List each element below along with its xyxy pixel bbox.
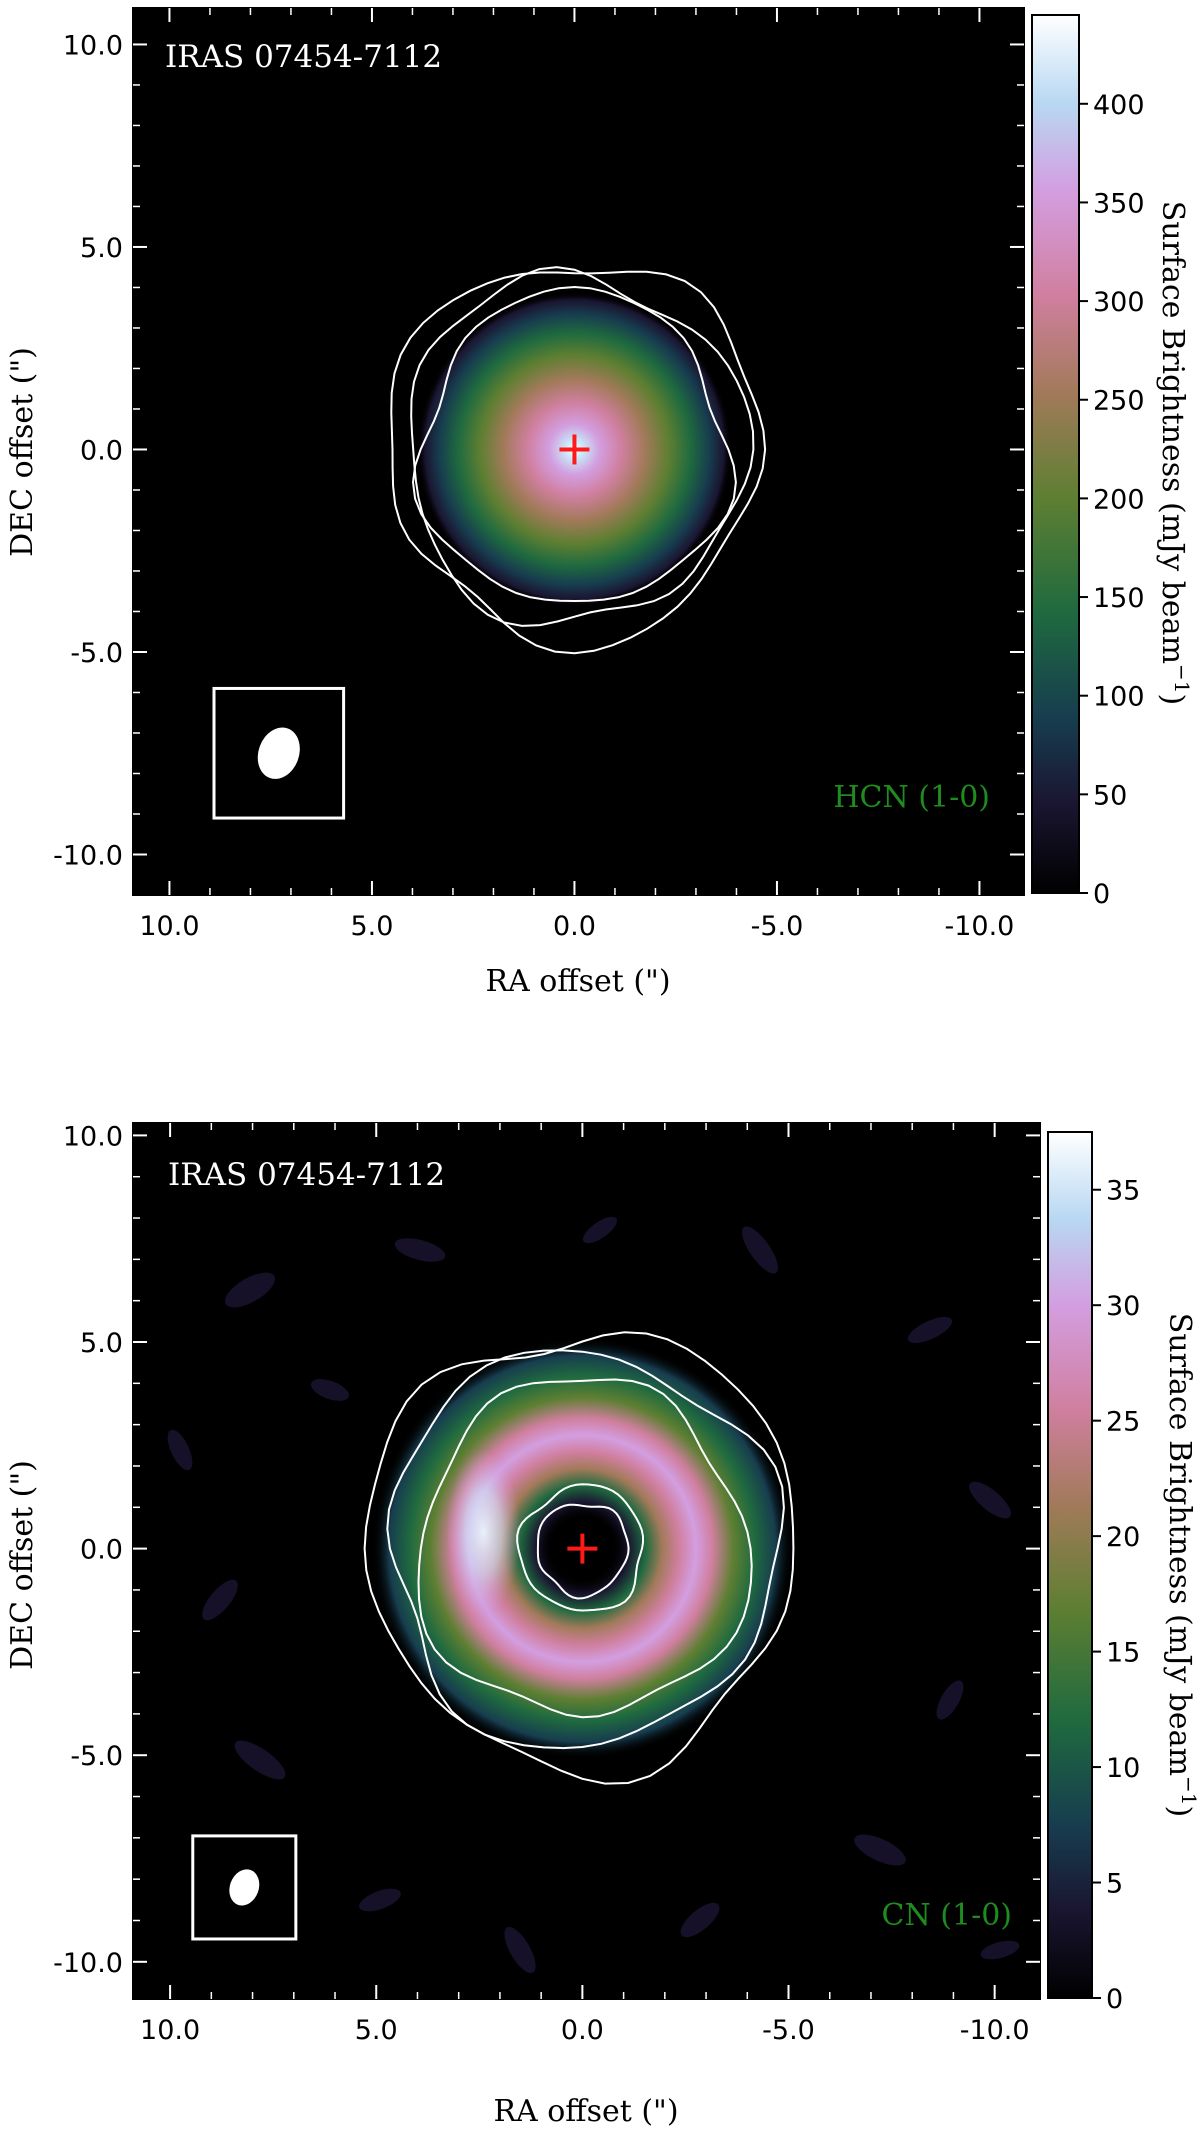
hcn-x-tick-label: 10.0 <box>139 911 199 942</box>
cn-y-tick-label: -5.0 <box>70 1741 123 1772</box>
cn-colorbar-ticks: 0 5 10 15 20 25 30 35 <box>1092 1176 1140 2015</box>
hcn-y-tick-label: 10.0 <box>63 30 123 61</box>
cn-x-ticks: 10.0 5.0 0.0 -5.0 -10.0 <box>140 1123 1030 2046</box>
cn-colorbar-title: Surface Brightness (mJy beam−1) <box>1162 1313 1200 1817</box>
cn-y-axis-title: DEC offset (") <box>5 1460 40 1670</box>
cn-colorbar-tick-label: 20 <box>1106 1522 1140 1553</box>
hcn-x-ticks: 10.0 5.0 0.0 -5.0 -10.0 <box>139 8 1014 942</box>
cn-contour <box>536 1503 630 1600</box>
hcn-panel: 10.0 5.0 0.0 -5.0 -10.0 10.05.00.0-5.0-10.0 … <box>5 7 1194 999</box>
cn-contour <box>417 1378 753 1719</box>
hcn-x-axis-title: RA offset (") <box>485 964 670 999</box>
hcn-contour <box>410 266 755 627</box>
hcn-x-tick-label: -5.0 <box>751 911 804 942</box>
hcn-beam-frame <box>212 686 346 820</box>
hcn-colorbar-tick-label: 400 <box>1093 90 1145 121</box>
hcn-colorbar-ticks: 0 50 100 150 200 250 300 350 400 <box>1079 90 1145 910</box>
hcn-x-tick-label: 0.0 <box>553 911 596 942</box>
cn-y-tick-label: 10.0 <box>63 1121 123 1152</box>
cn-emission-hotspot <box>446 1449 521 1615</box>
cn-panel: 10.0 5.0 0.0 -5.0 -10.0 10.05.00.0-5.0-10.0 … <box>5 1121 1200 2129</box>
hcn-contour <box>411 285 737 603</box>
hcn-beam-ellipse <box>257 727 300 779</box>
cn-x-tick-label: -5.0 <box>762 2015 815 2046</box>
cn-x-tick-label: -10.0 <box>960 2015 1030 2046</box>
cn-colorbar-tick-label: 10 <box>1106 1753 1140 1784</box>
hcn-colorbar-tick-label: 250 <box>1093 386 1145 417</box>
hcn-y-axis-title: DEC offset (") <box>5 347 40 557</box>
hcn-colorbar-tick-label: 350 <box>1093 188 1145 219</box>
cn-y-tick-label: 0.0 <box>80 1535 123 1566</box>
cn-contour <box>386 1349 785 1750</box>
cn-y-tick-label: 5.0 <box>80 1328 123 1359</box>
cn-y-tick-label: -10.0 <box>53 1948 123 1979</box>
cn-center-marker <box>567 1533 598 1564</box>
cn-contour <box>516 1483 644 1612</box>
hcn-map-frame <box>132 7 1025 896</box>
cn-y-ticks: 10.0 5.0 0.0 -5.0 -10.0 <box>53 1121 1040 1979</box>
hcn-colorbar-tick-label: 0 <box>1093 879 1110 910</box>
cn-x-tick-label: 0.0 <box>561 2015 604 2046</box>
hcn-contours <box>390 266 767 655</box>
cn-line-label: CN (1-0) <box>882 1898 1012 1933</box>
cn-colorbar-tick-label: 0 <box>1106 1984 1123 2015</box>
cn-x-axis-title: RA offset (") <box>493 2094 678 2129</box>
hcn-contour <box>390 270 767 655</box>
hcn-beam-box <box>212 686 346 820</box>
hcn-colorbar-tick-label: 150 <box>1093 583 1145 614</box>
cn-contours <box>363 1331 795 1785</box>
hcn-y-ticks: 10.0 5.0 0.0 -5.0 -10.0 <box>53 30 1024 871</box>
hcn-colorbar-title: Surface Brightness (mJy beam−1) <box>1155 201 1194 705</box>
cn-colorbar-tick-label: 25 <box>1106 1407 1140 1438</box>
hcn-y-tick-label: -10.0 <box>53 840 123 871</box>
hcn-y-tick-label: 0.0 <box>80 435 123 466</box>
cn-contour <box>363 1331 795 1785</box>
hcn-colorbar-tick-label: 200 <box>1093 484 1145 515</box>
cn-beam-box <box>191 1834 298 1941</box>
hcn-colorbar <box>1031 14 1080 894</box>
cn-x-tick-label: 5.0 <box>355 2015 398 2046</box>
cn-colorbar-tick-label: 30 <box>1106 1291 1140 1322</box>
hcn-y-tick-label: -5.0 <box>70 638 123 669</box>
cn-x-tick-label: 10.0 <box>140 2015 200 2046</box>
cn-colorbar-tick-label: 15 <box>1106 1638 1140 1669</box>
hcn-colorbar-tick-label: 100 <box>1093 682 1145 713</box>
hcn-center-marker <box>559 434 590 465</box>
cn-noise <box>167 1216 1020 1974</box>
hcn-y-tick-label: 5.0 <box>80 233 123 264</box>
cn-object-label: IRAS 07454-7112 <box>168 1157 445 1193</box>
cn-colorbar-tick-label: 5 <box>1106 1869 1123 1900</box>
cn-colorbar <box>1047 1131 1093 1999</box>
cn-beam-frame <box>191 1834 298 1941</box>
cn-map-frame <box>132 1122 1041 2000</box>
hcn-colorbar-tick-label: 50 <box>1093 780 1127 811</box>
hcn-object-label: IRAS 07454-7112 <box>165 39 442 75</box>
cn-colorbar-tick-label: 35 <box>1106 1176 1140 1207</box>
hcn-x-tick-label: 5.0 <box>350 911 393 942</box>
hcn-colorbar-tick-label: 300 <box>1093 287 1145 318</box>
hcn-x-tick-label: -10.0 <box>945 911 1015 942</box>
cn-beam-ellipse <box>229 1869 260 1906</box>
hcn-line-label: HCN (1-0) <box>833 780 990 815</box>
